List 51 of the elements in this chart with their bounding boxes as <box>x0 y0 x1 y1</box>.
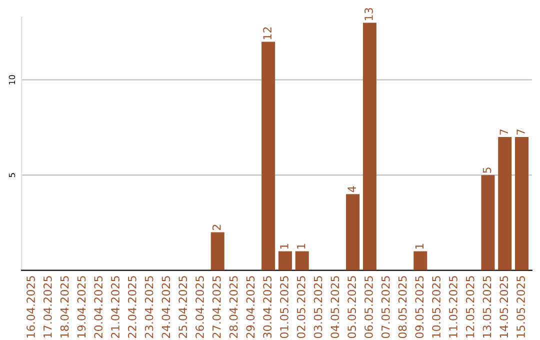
x-tick-label: 28.04.2025 <box>229 276 238 338</box>
x-tick-label: 15.05.2025 <box>516 276 525 338</box>
data-label: 1 <box>297 244 306 249</box>
data-label: 1 <box>280 244 288 249</box>
x-tick-label: 04.05.2025 <box>330 276 340 338</box>
x-tick-label: 14.05.2025 <box>500 276 508 338</box>
x-tick-label: 05.05.2025 <box>348 276 356 338</box>
x-tick-label: 11.05.2025 <box>448 276 458 338</box>
x-tick-label: 17.04.2025 <box>43 276 52 338</box>
x-tick-label: 16.04.2025 <box>26 276 35 338</box>
data-label: 7 <box>500 129 508 135</box>
data-label: 2 <box>212 224 221 230</box>
bar <box>210 232 224 270</box>
data-label: 12 <box>263 27 272 40</box>
x-tick-label: 06.05.2025 <box>364 276 373 338</box>
bar <box>346 194 360 270</box>
bar <box>481 175 495 270</box>
x-tick-label: 30.04.2025 <box>263 276 272 338</box>
bar <box>295 251 309 270</box>
data-label: 13 <box>364 8 373 20</box>
x-tick-label: 13.05.2025 <box>482 276 492 338</box>
bar <box>278 251 292 270</box>
x-tick-label: 26.04.2025 <box>196 276 204 338</box>
x-tick-label: 18.04.2025 <box>60 276 69 338</box>
x-tick-label: 24.04.2025 <box>162 276 170 338</box>
x-tick-label: 29.04.2025 <box>246 276 255 338</box>
data-label: 7 <box>516 129 525 135</box>
x-tick-label: 07.05.2025 <box>381 276 390 338</box>
x-tick-label: 25.04.2025 <box>178 276 188 338</box>
data-label: 5 <box>482 168 492 173</box>
bar <box>262 42 276 270</box>
x-tick-label: 27.04.2025 <box>212 276 221 338</box>
x-tick-label: 19.04.2025 <box>77 276 86 338</box>
bar <box>414 251 428 270</box>
data-label: 1 <box>415 244 424 249</box>
x-tick-label: 20.04.2025 <box>94 276 103 338</box>
x-tick-label: 10.05.2025 <box>432 276 440 338</box>
bar <box>362 22 376 270</box>
bar <box>515 136 529 270</box>
x-tick-label: 23.04.2025 <box>144 276 154 338</box>
x-tick-label: 01.05.2025 <box>280 276 288 338</box>
x-tick-label: 12.05.2025 <box>466 276 474 338</box>
data-label: 4 <box>348 186 356 192</box>
x-tick-label: 03.05.2025 <box>314 276 322 338</box>
x-tick-label: 08.05.2025 <box>398 276 407 338</box>
x-tick-label: 09.05.2025 <box>415 276 424 338</box>
x-tick-label: 21.04.2025 <box>111 276 120 338</box>
x-tick-label: 02.05.2025 <box>296 276 306 338</box>
y-tick-label: 10 <box>8 75 16 84</box>
bar <box>498 136 512 270</box>
x-tick-label: 22.04.2025 <box>128 276 136 338</box>
